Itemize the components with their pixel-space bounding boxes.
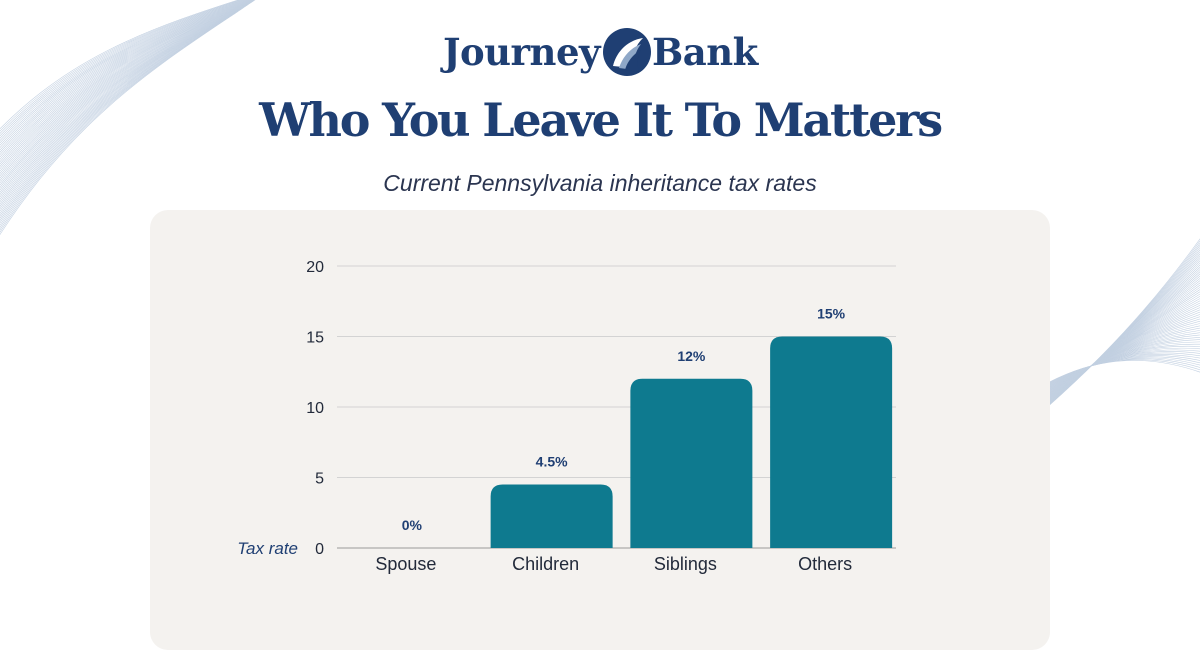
page-headline: Who You Leave It To Matters [259,93,943,147]
data-label-children: 4.5% [536,454,568,470]
category-label-others: Others [798,554,852,574]
brand-logo[interactable]: Journey Bank [0,22,1200,82]
y-tick-label: 20 [306,259,324,276]
data-label-others: 15% [817,306,846,322]
bar-others [770,336,893,548]
chart-panel [150,210,1050,650]
category-label-siblings: Siblings [654,554,717,574]
category-label-children: Children [512,554,579,574]
bars [490,336,893,548]
y-tick-label: 15 [306,330,324,347]
y-axis-ticks: 0 5 10 15 20 [306,259,324,558]
data-label-siblings: 12% [677,348,706,364]
bar-siblings [630,378,753,548]
chart-subtitle: Current Pennsylvania inheritance tax rat… [383,170,817,196]
y-tick-label: 0 [315,541,324,558]
y-tick-label: 10 [306,400,324,417]
data-label-spouse: 0% [402,517,423,533]
brand-name-right: Bank [652,30,758,74]
category-label-spouse: Spouse [375,554,436,574]
category-labels: Spouse Children Siblings Others [375,554,852,574]
y-axis-label: Tax rate [237,539,298,558]
journey-bank-logo-icon [603,28,651,76]
y-tick-label: 5 [315,471,324,488]
bar-chart: 0 5 10 15 20 0% 4.5% 12% 15% Spouse Children Sibl… [237,259,896,574]
data-labels: 0% 4.5% 12% 15% [402,306,846,534]
brand-name-left: Journey [442,30,601,74]
wave-lines-top-left [0,0,256,236]
bar-children [490,484,613,548]
